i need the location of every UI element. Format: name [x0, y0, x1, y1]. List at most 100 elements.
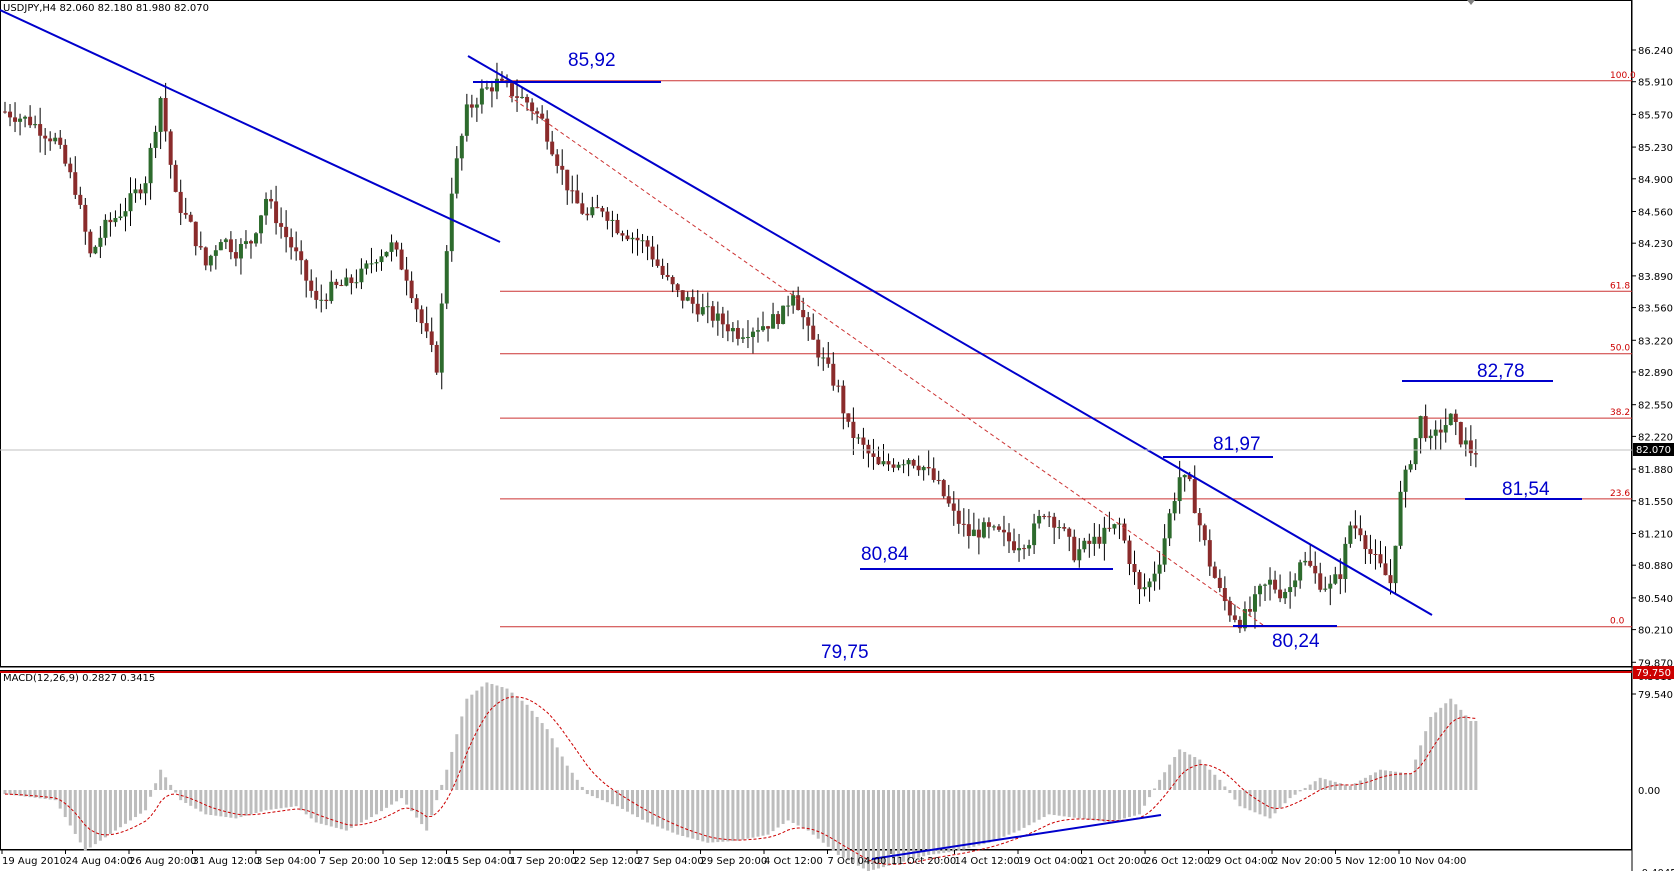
- trendline-august[interactable]: [0, 9, 501, 243]
- candle-body: [1137, 572, 1142, 590]
- macd-bar: [1378, 769, 1382, 790]
- price-tick-label: 83.220: [1638, 336, 1673, 347]
- macd-bar: [1293, 790, 1297, 795]
- macd-bar: [1409, 773, 1413, 790]
- candle-body: [655, 259, 660, 266]
- current-price-tag-text: 82.070: [1636, 445, 1671, 456]
- candle-body: [1333, 574, 1338, 584]
- candle-body: [419, 309, 424, 324]
- candle-body: [1032, 523, 1037, 546]
- candle-body: [73, 172, 78, 195]
- candle-body: [630, 237, 635, 240]
- price-axis: 86.240 85.910 85.570 85.230 84.900 84.560 84.2…: [1632, 46, 1673, 701]
- macd-bar: [1122, 790, 1126, 819]
- candle-body: [1077, 549, 1082, 561]
- macd-bar: [1127, 790, 1131, 818]
- macd-bar: [1389, 771, 1393, 790]
- candle-body: [384, 251, 389, 257]
- trendline-main[interactable]: [467, 55, 1433, 616]
- macd-bar: [831, 790, 835, 851]
- candle-body: [294, 247, 299, 252]
- candle-body: [238, 244, 243, 259]
- macd-bar: [902, 790, 906, 862]
- candle-body: [1097, 536, 1102, 544]
- candle-body: [434, 344, 439, 373]
- candle-body: [831, 363, 836, 386]
- macd-bar: [209, 790, 213, 816]
- macd-bar: [88, 790, 92, 848]
- candle-body: [826, 357, 831, 364]
- candle-body: [991, 526, 996, 528]
- macd-bar: [811, 790, 815, 835]
- candle-body: [896, 464, 901, 468]
- macd-bar: [721, 790, 725, 842]
- macd-bar: [716, 790, 720, 843]
- candle-body: [510, 83, 515, 97]
- macd-divergence-line[interactable]: [871, 814, 1162, 860]
- price-tick-label: 81.210: [1638, 529, 1673, 540]
- macd-bar: [947, 790, 951, 853]
- price-tick-label: 81.550: [1638, 497, 1673, 508]
- macd-bar: [1117, 790, 1121, 820]
- candle-body: [1142, 587, 1147, 590]
- macd-bar: [816, 790, 820, 839]
- candle-body: [565, 169, 570, 191]
- candle-body: [1323, 588, 1328, 590]
- macd-bar: [1037, 790, 1041, 820]
- candle-body: [103, 219, 108, 238]
- candle-body: [1353, 525, 1358, 529]
- candle-body: [329, 281, 334, 302]
- candle-body: [98, 237, 103, 247]
- fib-level-label: 50.0: [1610, 344, 1630, 354]
- macd-bar: [1188, 754, 1192, 790]
- macd-bar: [1138, 790, 1142, 815]
- candle-body: [1348, 525, 1353, 544]
- candle-body: [1468, 440, 1473, 454]
- macd-bar: [972, 790, 976, 847]
- macd-bar: [1153, 788, 1157, 790]
- macd-bar: [43, 790, 47, 799]
- candle-body: [1192, 479, 1197, 514]
- candle-body: [1052, 516, 1057, 528]
- candle-body: [766, 326, 771, 329]
- candle-body: [3, 111, 7, 113]
- macd-bar: [224, 790, 228, 818]
- fib-level-label: 100.0: [1610, 71, 1636, 81]
- candle-body: [28, 116, 33, 126]
- candle-body: [128, 193, 133, 212]
- macd-bar: [917, 790, 921, 858]
- candle-body: [53, 137, 58, 142]
- candle-body: [304, 260, 309, 281]
- macd-bar: [390, 790, 394, 805]
- candle-body: [319, 299, 324, 301]
- candle-body: [1222, 588, 1227, 602]
- macd-bar: [460, 716, 464, 790]
- candle-body: [1237, 619, 1242, 629]
- candle-body: [1182, 474, 1187, 478]
- macd-bar: [445, 769, 449, 790]
- macd-bar: [646, 790, 650, 823]
- candle-body: [1433, 429, 1438, 436]
- macd-bar: [129, 790, 132, 821]
- candle-body: [108, 219, 113, 223]
- candle-body: [88, 231, 93, 254]
- macd-bar: [1233, 790, 1237, 800]
- macd-bar: [259, 790, 263, 812]
- macd-bar: [696, 790, 700, 841]
- candle-body: [670, 277, 675, 285]
- chart-shift-marker-icon[interactable]: [1467, 0, 1475, 5]
- macd-bar: [781, 790, 785, 824]
- candle-body: [575, 190, 580, 204]
- candle-body: [299, 251, 304, 261]
- macd-bar: [525, 704, 529, 790]
- macd-bar: [1238, 790, 1242, 807]
- chart-title: USDJPY,H4 82.060 82.180 81.980 82.070: [3, 3, 209, 14]
- candle-body: [695, 303, 700, 315]
- candle-body: [314, 290, 319, 300]
- candle-body: [535, 111, 540, 114]
- candle-body: [1458, 421, 1463, 445]
- macd-bar: [706, 790, 710, 843]
- candle-body: [38, 124, 43, 136]
